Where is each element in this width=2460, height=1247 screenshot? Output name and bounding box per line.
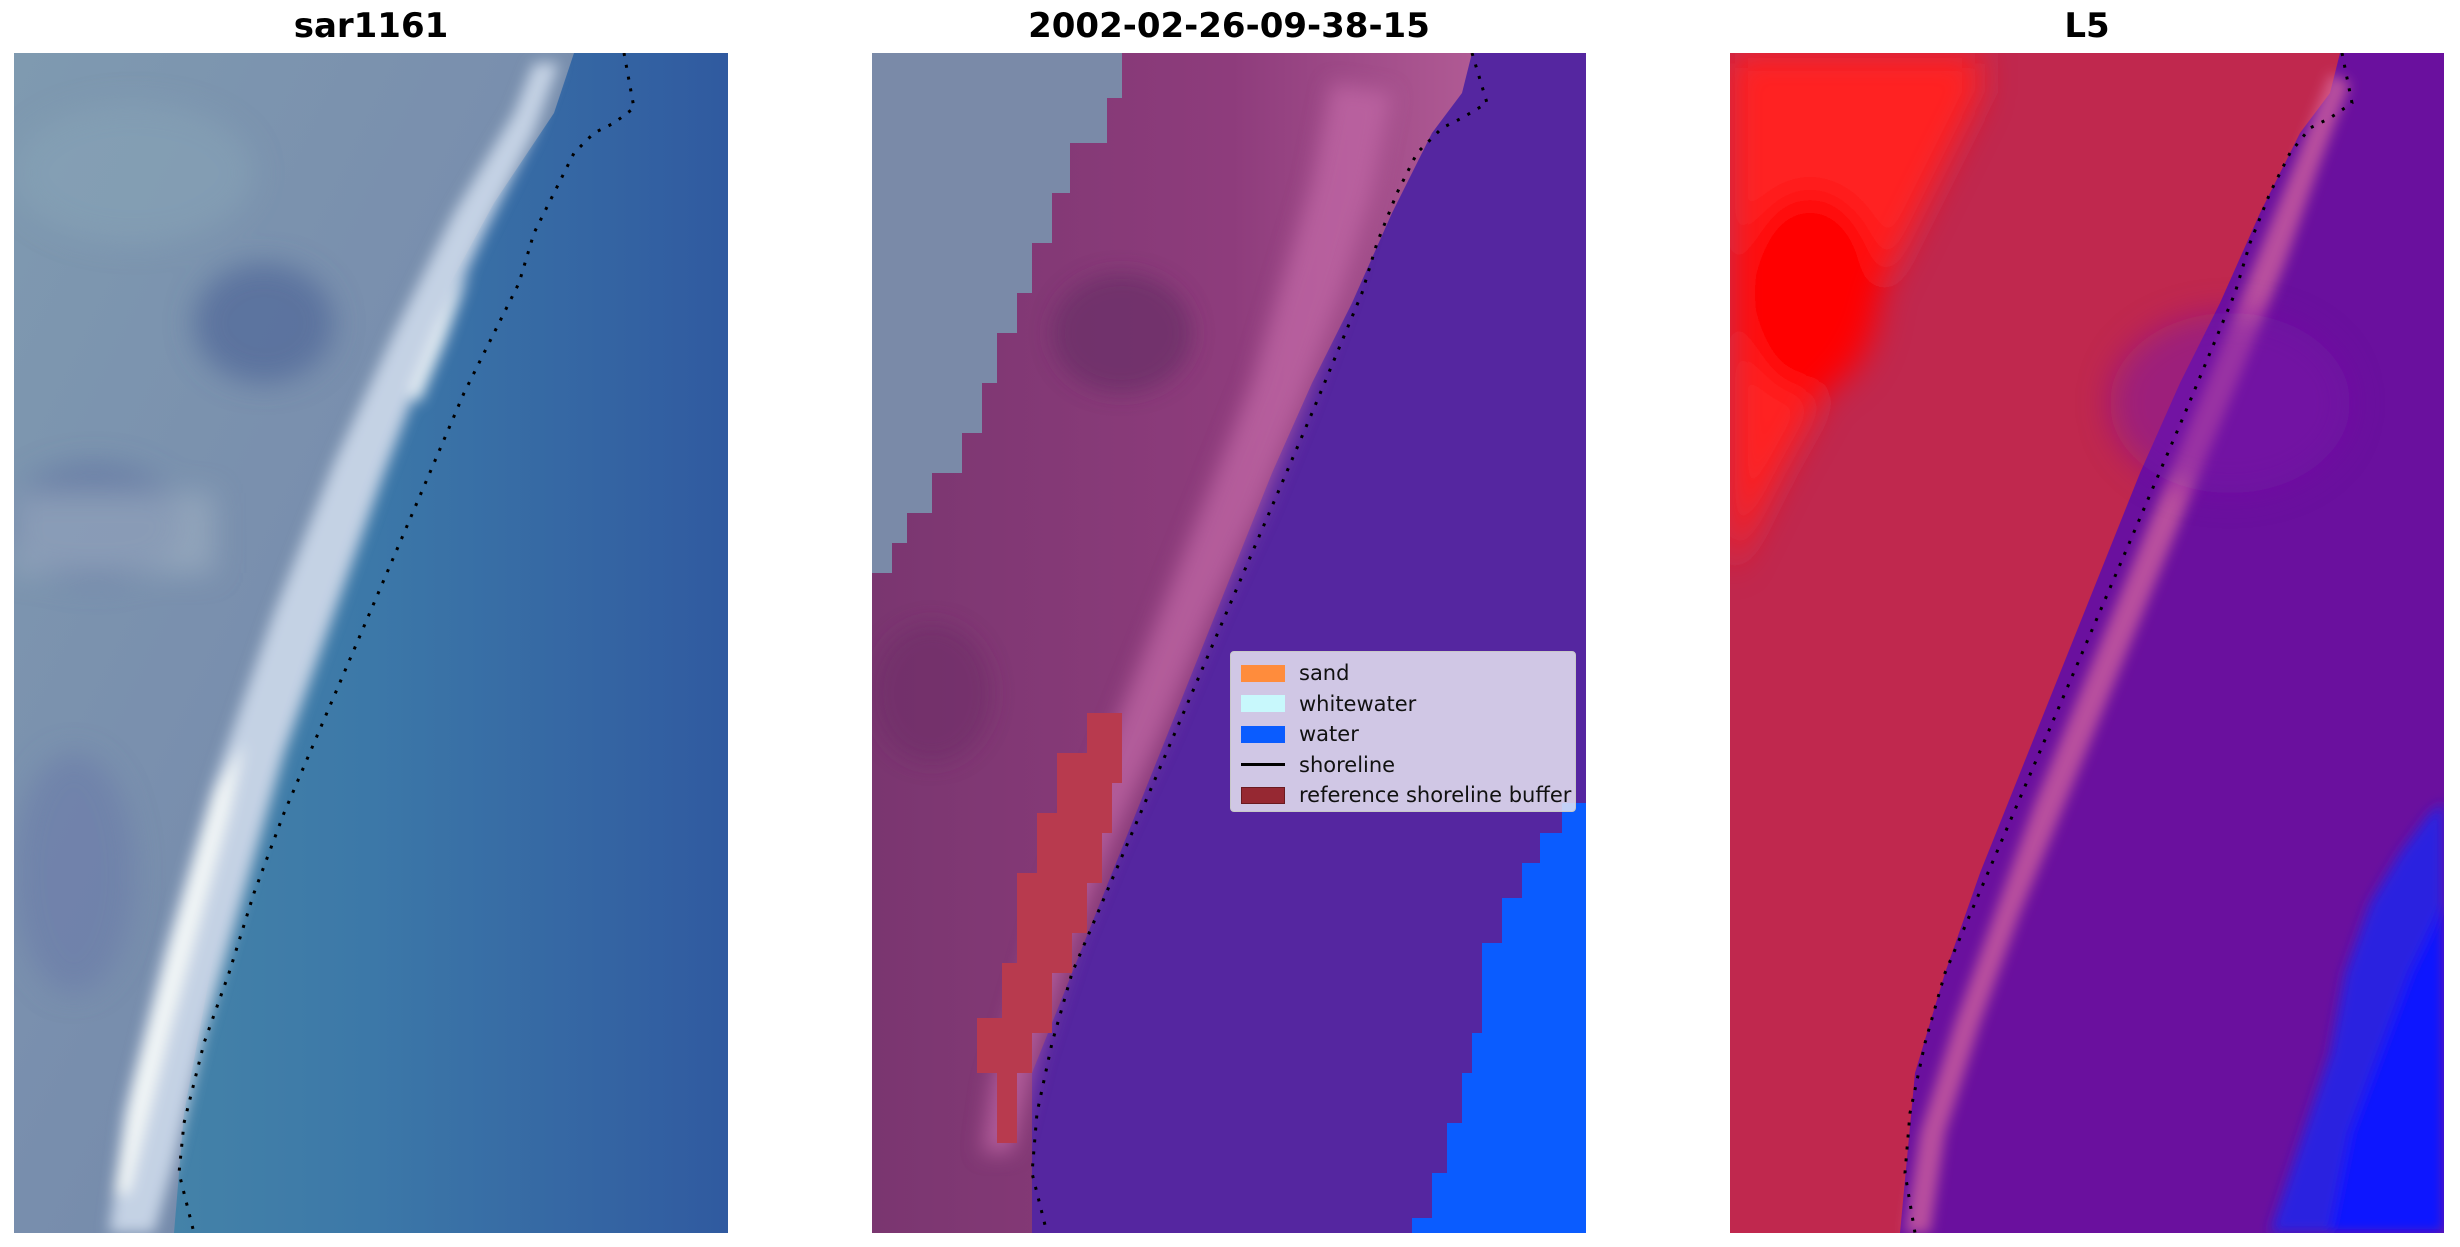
legend-label-whitewater: whitewater	[1299, 691, 1417, 716]
legend-item-water: water	[1241, 719, 1565, 750]
legend-swatch-shoreline	[1241, 763, 1285, 767]
legend-label-sand: sand	[1299, 661, 1350, 686]
water-index-region	[2270, 803, 2444, 1233]
legend-swatch-reference-buffer	[1241, 786, 1285, 804]
legend: sand whitewater water shoreline referenc…	[1230, 651, 1576, 812]
legend-swatch-sand	[1241, 664, 1285, 682]
legend-label-water: water	[1299, 722, 1359, 747]
shoreline-dotted-line	[1030, 53, 1489, 1233]
legend-item-reference-buffer: reference shoreline buffer	[1241, 780, 1571, 811]
reference-shoreline-buffer-region	[977, 713, 1122, 1143]
panel-title-index: L5	[2064, 6, 2110, 46]
index-image-graphic	[1730, 53, 2444, 1233]
shoreline-dotted-line	[1903, 53, 2354, 1233]
classified-image	[872, 53, 1586, 1233]
rgb-image-graphic	[14, 53, 728, 1233]
index-image	[1730, 53, 2444, 1233]
rgb-satellite-image	[14, 53, 728, 1233]
panel-title-classified: 2002-02-26-09-38-15	[1028, 6, 1430, 46]
legend-swatch-water	[1241, 725, 1285, 743]
legend-swatch-whitewater	[1241, 695, 1285, 713]
legend-item-shoreline: shoreline	[1241, 750, 1565, 781]
legend-label-reference-buffer: reference shoreline buffer	[1299, 783, 1572, 808]
legend-label-shoreline: shoreline	[1299, 752, 1396, 777]
panel-title-rgb: sar1161	[293, 6, 449, 46]
classified-image-graphic	[872, 53, 1586, 1233]
legend-item-sand: sand	[1241, 658, 1565, 689]
legend-item-whitewater: whitewater	[1241, 689, 1565, 720]
water-class-region	[1412, 803, 1586, 1233]
